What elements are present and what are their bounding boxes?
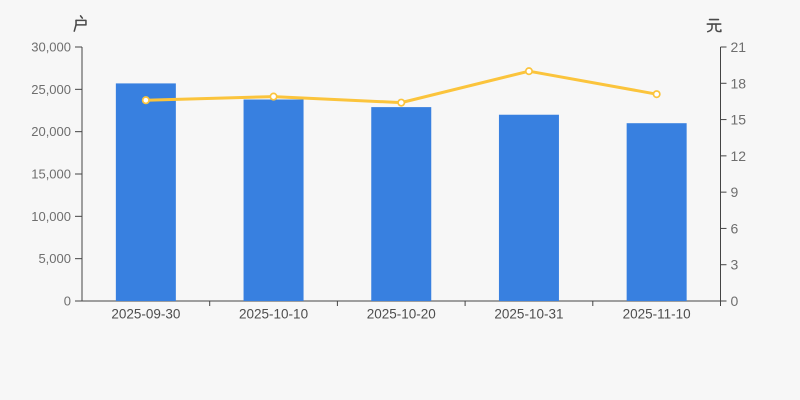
right-axis-tick-label: 21 — [731, 39, 747, 55]
left-axis-tick-label: 30,000 — [31, 40, 71, 55]
line-point-2025-09-30[interactable] — [141, 96, 150, 105]
left-axis-tick-label: 10,000 — [31, 209, 71, 224]
bar-2025-09-30[interactable] — [115, 83, 176, 301]
x-axis-category-label: 2025-11-10 — [623, 307, 691, 322]
x-axis-category-label: 2025-10-20 — [367, 307, 436, 322]
line-point-2025-10-31[interactable] — [524, 67, 534, 76]
x-axis-category-label: 2025-09-30 — [111, 307, 180, 322]
right-axis-tick-label: 15 — [731, 112, 747, 128]
x-axis-category-label: 2025-10-31 — [494, 307, 563, 322]
left-axis-tick-label: 5,000 — [38, 251, 71, 266]
left-axis-unit-label — [72, 14, 90, 33]
yuan-character-icon — [706, 18, 722, 33]
right-axis-unit-label — [705, 15, 723, 34]
right-axis-tick-label: 0 — [731, 293, 739, 309]
line-point-2025-11-10[interactable] — [652, 90, 661, 99]
line-point-2025-10-20[interactable] — [397, 98, 406, 107]
bar-2025-11-10[interactable] — [626, 123, 687, 301]
left-axis-tick-label: 15,000 — [31, 167, 71, 182]
left-axis-tick-label: 20,000 — [31, 124, 71, 139]
bar-2025-10-10[interactable] — [243, 99, 304, 301]
right-axis-tick-label: 9 — [731, 184, 739, 200]
line-point-2025-10-10[interactable] — [269, 92, 278, 101]
right-axis-tick-label: 12 — [731, 148, 747, 164]
x-axis-category-label: 2025-10-10 — [239, 307, 308, 322]
hu-character-icon — [73, 15, 87, 32]
left-axis-tick-label: 25,000 — [31, 82, 71, 97]
right-axis-tick-label: 6 — [731, 220, 739, 236]
bar-2025-10-20[interactable] — [371, 107, 432, 301]
right-axis-tick-label: 18 — [731, 75, 747, 91]
bar-2025-10-31[interactable] — [498, 114, 559, 301]
right-axis-tick-label: 3 — [731, 257, 739, 273]
left-axis-tick-label: 0 — [64, 294, 71, 309]
price-line — [144, 69, 659, 105]
